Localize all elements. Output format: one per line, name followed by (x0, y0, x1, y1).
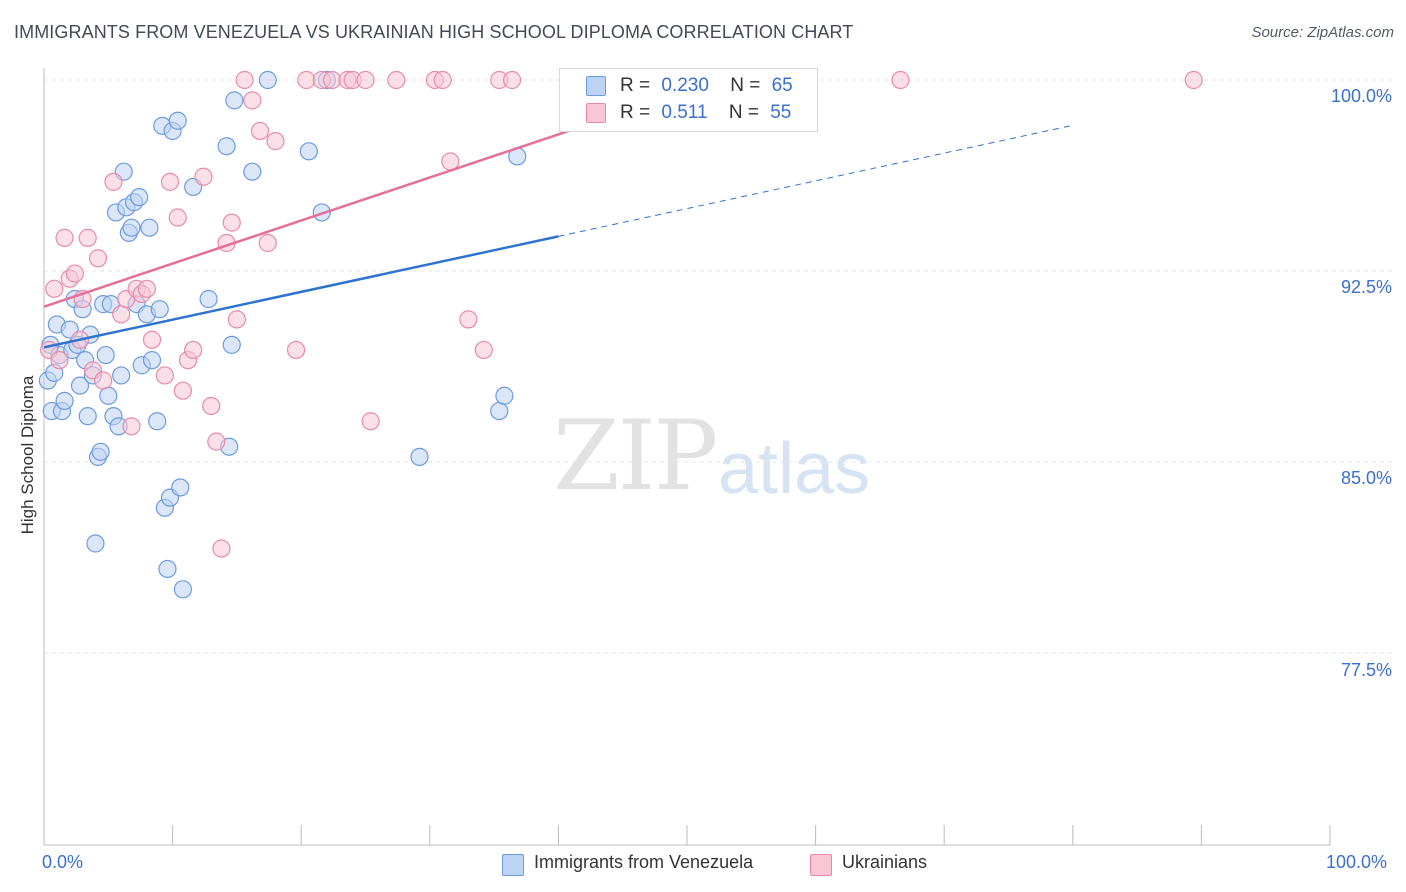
data-point-pink (88, 249, 108, 268)
data-point-blue (122, 218, 141, 237)
data-point-pink (65, 264, 84, 283)
data-point-pink (207, 432, 226, 451)
data-point-pink (433, 70, 452, 90)
legend-r-value: 0.230 (661, 75, 709, 96)
data-point-blue (70, 376, 90, 395)
data-point-blue (243, 162, 262, 181)
data-point-blue (150, 300, 169, 319)
x-tick-label-100: 100.0% (1326, 852, 1388, 872)
data-point-pink (45, 279, 64, 298)
y-axis-label: High School Diploma (18, 375, 37, 535)
chart-title: IMMIGRANTS FROM VENEZUELA VS UKRAINIAN H… (14, 22, 854, 42)
data-point-pink (222, 213, 241, 232)
data-point-pink (243, 91, 262, 110)
series-legend: Immigrants from Venezuela Ukrainians (0, 852, 1406, 878)
data-point-pink (459, 310, 478, 329)
data-point-pink (122, 417, 141, 436)
data-point-pink (50, 351, 69, 370)
data-point-pink (78, 228, 97, 247)
data-point-blue (158, 559, 177, 579)
series-legend-label: Immigrants from Venezuela (534, 852, 754, 872)
data-point-blue (495, 386, 514, 405)
y-tick-label-92-5: 92.5% (1340, 277, 1392, 297)
legend-n-value: 65 (771, 75, 793, 96)
source-label: Source: ZipAtlas.com (1251, 24, 1394, 41)
x-tick-label-0: 0.0% (42, 852, 84, 872)
data-point-pink (155, 366, 174, 385)
data-point-blue (86, 534, 105, 553)
data-point-pink (173, 381, 192, 400)
data-point-pink (194, 167, 213, 186)
data-point-blue (171, 478, 190, 497)
legend-r-label: R = (620, 102, 651, 123)
data-point-pink (212, 539, 231, 558)
data-point-blue (410, 447, 429, 467)
data-point-pink (104, 172, 123, 191)
y-tick-label-77-5: 77.5% (1340, 660, 1392, 680)
data-point-pink (474, 340, 493, 360)
data-point-blue (258, 70, 277, 90)
data-point-pink (297, 70, 316, 90)
data-point-pink (160, 172, 180, 191)
y-tick-label-100: 100.0% (1330, 86, 1392, 106)
data-point-pink (112, 305, 131, 324)
data-point-blue (112, 366, 131, 385)
y-tick-label-85: 85.0% (1340, 468, 1392, 488)
legend-n-label: N = (728, 102, 759, 123)
data-point-pink (235, 70, 254, 90)
data-point-blue (91, 442, 110, 461)
data-point-pink (286, 340, 306, 360)
series-swatch-blue (502, 854, 524, 876)
series-legend-label: Ukrainians (842, 852, 928, 872)
data-point-blue (217, 137, 236, 156)
correlation-legend: R = 0.230 N = 65 R = 0.511 N = 55 (559, 68, 818, 132)
data-point-blue (225, 91, 244, 110)
data-point-pink (387, 70, 406, 90)
data-point-pink (361, 412, 380, 431)
legend-n-value: 55 (770, 102, 792, 123)
data-point-blue (140, 218, 159, 237)
data-point-pink (137, 279, 156, 298)
watermark-zip: ZIP (553, 400, 718, 512)
trend-line-venezuela (43, 235, 559, 349)
data-point-pink (258, 233, 277, 253)
data-point-pink (356, 70, 375, 90)
data-point-pink (227, 310, 246, 329)
series-swatch-pink (810, 854, 832, 876)
data-point-blue (299, 142, 319, 161)
legend-r-value: 0.511 (661, 102, 708, 123)
data-point-blue (96, 345, 115, 365)
data-point-blue (78, 407, 97, 426)
data-point-blue (199, 289, 218, 309)
data-point-blue (222, 335, 241, 354)
data-point-blue (173, 580, 192, 599)
watermark-atlas: atlas (718, 429, 871, 509)
legend-r-label: R = (620, 75, 651, 96)
data-point-pink (55, 228, 74, 247)
data-point-pink (202, 396, 221, 416)
data-point-pink (168, 208, 187, 227)
data-point-blue (142, 351, 162, 370)
data-point-blue (55, 391, 74, 410)
data-point-pink (891, 70, 910, 90)
data-point-blue (490, 401, 509, 421)
legend-n-label: N = (730, 75, 761, 96)
data-point-pink (322, 70, 342, 90)
data-point-pink (184, 340, 203, 360)
data-point-blue (99, 386, 118, 405)
data-point-pink (503, 70, 522, 90)
legend-swatch-pink (586, 103, 606, 123)
data-point-pink (250, 121, 270, 141)
data-point-pink (94, 371, 113, 390)
trend-line-venezuela-extension (558, 124, 1073, 237)
data-point-blue (148, 412, 167, 431)
data-point-blue (130, 188, 149, 207)
data-point-pink (266, 132, 285, 151)
data-point-pink (1184, 70, 1203, 90)
legend-swatch-blue (586, 76, 606, 96)
data-point-blue (168, 111, 187, 130)
data-point-pink (142, 330, 162, 349)
